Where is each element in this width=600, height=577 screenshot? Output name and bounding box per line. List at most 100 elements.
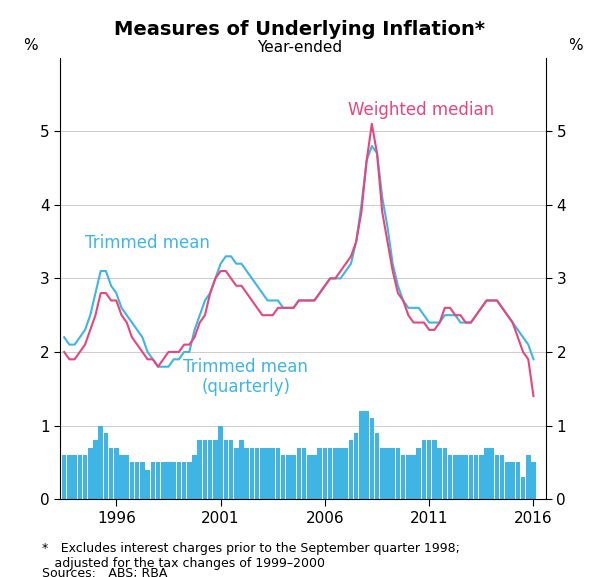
Text: Year-ended: Year-ended	[257, 40, 343, 55]
Text: Measures of Underlying Inflation*: Measures of Underlying Inflation*	[115, 20, 485, 39]
Bar	[93, 440, 98, 499]
Bar	[395, 448, 400, 499]
Bar	[443, 448, 447, 499]
Bar	[427, 440, 431, 499]
Bar	[448, 455, 452, 499]
Bar	[166, 462, 171, 499]
Bar	[114, 448, 119, 499]
Bar	[98, 425, 103, 499]
Bar	[218, 425, 223, 499]
Text: Weighted median: Weighted median	[348, 101, 494, 119]
Bar	[88, 448, 92, 499]
Bar	[479, 455, 484, 499]
Bar	[67, 455, 71, 499]
Bar	[229, 440, 233, 499]
Bar	[203, 440, 207, 499]
Bar	[521, 477, 526, 499]
Bar	[469, 455, 473, 499]
Bar	[239, 440, 244, 499]
Bar	[328, 448, 332, 499]
Bar	[416, 448, 421, 499]
Y-axis label: %: %	[23, 38, 38, 53]
Bar	[130, 462, 134, 499]
Bar	[302, 448, 307, 499]
Bar	[333, 448, 338, 499]
Text: Trimmed mean
(quarterly): Trimmed mean (quarterly)	[183, 358, 308, 396]
Bar	[281, 455, 286, 499]
Bar	[391, 448, 395, 499]
Bar	[124, 455, 129, 499]
Bar	[156, 462, 160, 499]
Bar	[453, 455, 458, 499]
Bar	[343, 448, 348, 499]
Bar	[187, 462, 191, 499]
Y-axis label: %: %	[568, 38, 583, 53]
Bar	[323, 448, 327, 499]
Bar	[135, 462, 139, 499]
Bar	[385, 448, 390, 499]
Bar	[500, 455, 505, 499]
Bar	[364, 411, 369, 499]
Bar	[260, 448, 265, 499]
Bar	[151, 462, 155, 499]
Bar	[192, 455, 197, 499]
Bar	[224, 440, 228, 499]
Bar	[62, 455, 67, 499]
Bar	[484, 448, 489, 499]
Bar	[213, 440, 218, 499]
Bar	[406, 455, 410, 499]
Bar	[172, 462, 176, 499]
Bar	[296, 448, 301, 499]
Bar	[265, 448, 270, 499]
Bar	[422, 440, 426, 499]
Bar	[474, 455, 478, 499]
Text: Sources: ABS; RBA: Sources: ABS; RBA	[42, 567, 167, 577]
Bar	[354, 433, 358, 499]
Bar	[338, 448, 343, 499]
Bar	[145, 470, 150, 499]
Bar	[307, 455, 311, 499]
Bar	[411, 455, 416, 499]
Bar	[401, 455, 406, 499]
Bar	[208, 440, 212, 499]
Bar	[244, 448, 249, 499]
Bar	[463, 455, 468, 499]
Bar	[317, 448, 322, 499]
Bar	[432, 440, 437, 499]
Bar	[490, 448, 494, 499]
Bar	[526, 455, 530, 499]
Bar	[380, 448, 385, 499]
Bar	[161, 462, 166, 499]
Bar	[370, 418, 374, 499]
Bar	[375, 433, 379, 499]
Bar	[83, 455, 88, 499]
Bar	[119, 455, 124, 499]
Bar	[182, 462, 187, 499]
Text: * Excludes interest charges prior to the September quarter 1998;
 adjusted for t: * Excludes interest charges prior to the…	[42, 542, 460, 571]
Bar	[515, 462, 520, 499]
Bar	[458, 455, 463, 499]
Bar	[511, 462, 515, 499]
Bar	[77, 455, 82, 499]
Bar	[359, 411, 364, 499]
Bar	[312, 455, 317, 499]
Bar	[505, 462, 510, 499]
Bar	[234, 448, 239, 499]
Bar	[140, 462, 145, 499]
Bar	[275, 448, 280, 499]
Bar	[104, 433, 108, 499]
Text: Trimmed mean: Trimmed mean	[85, 234, 210, 252]
Bar	[349, 440, 353, 499]
Bar	[73, 455, 77, 499]
Bar	[250, 448, 254, 499]
Bar	[176, 462, 181, 499]
Bar	[494, 455, 499, 499]
Bar	[271, 448, 275, 499]
Bar	[109, 448, 113, 499]
Bar	[437, 448, 442, 499]
Bar	[286, 455, 290, 499]
Bar	[292, 455, 296, 499]
Bar	[255, 448, 259, 499]
Bar	[197, 440, 202, 499]
Bar	[531, 462, 536, 499]
